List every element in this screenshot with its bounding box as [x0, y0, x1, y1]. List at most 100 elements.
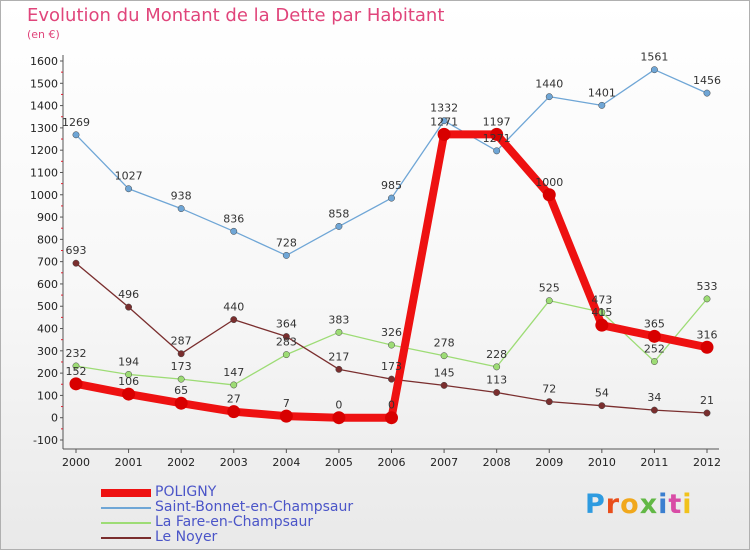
chart-title: Evolution du Montant de la Dette par Hab… — [27, 5, 445, 26]
data-point-la-fare-en-champsaur — [545, 297, 553, 305]
data-point-la-fare-en-champsaur — [703, 295, 711, 303]
data-point-la-fare-en-champsaur — [650, 358, 658, 365]
data-point-poligny — [385, 411, 398, 425]
x-tick-label: 2008 — [483, 456, 511, 469]
y-tick-label: 1100 — [30, 166, 58, 179]
data-label-saint-bonnet-en-champsaur: 1456 — [693, 74, 721, 87]
data-point-le-noyer — [230, 316, 238, 324]
y-tick-label: 1500 — [30, 77, 58, 90]
y-tick-label: 1200 — [30, 144, 58, 157]
data-point-saint-bonnet-en-champsaur — [388, 194, 395, 202]
data-point-le-noyer — [177, 350, 185, 358]
data-label-poligny: 0 — [335, 399, 342, 412]
data-label-poligny: 152 — [66, 365, 87, 378]
data-point-la-fare-en-champsaur — [230, 381, 238, 389]
x-tick-label: 2002 — [167, 456, 195, 469]
data-label-saint-bonnet-en-champsaur: 836 — [223, 212, 244, 225]
data-label-saint-bonnet-en-champsaur: 1332 — [430, 102, 458, 115]
data-point-le-noyer — [703, 409, 711, 417]
x-tick-label: 2010 — [588, 456, 616, 469]
data-point-saint-bonnet-en-champsaur — [598, 101, 606, 109]
data-label-la-fare-en-champsaur: 533 — [697, 280, 718, 293]
x-tick-label: 2003 — [220, 456, 248, 469]
data-point-saint-bonnet-en-champsaur — [545, 93, 553, 101]
data-label-saint-bonnet-en-champsaur: 1561 — [640, 51, 668, 64]
y-tick-label: -100 — [33, 434, 58, 447]
data-label-le-noyer: 113 — [486, 374, 507, 387]
data-point-saint-bonnet-en-champsaur — [72, 131, 80, 139]
legend-label: La Fare-en-Champsaur — [155, 514, 314, 530]
data-label-la-fare-en-champsaur: 147 — [223, 366, 244, 379]
data-label-poligny: 106 — [118, 375, 139, 388]
y-tick-label: 200 — [37, 367, 58, 380]
data-point-poligny — [279, 409, 293, 423]
data-label-poligny: 27 — [227, 393, 241, 406]
y-tick-label: 100 — [37, 389, 58, 402]
data-point-poligny — [437, 127, 451, 141]
legend-swatch — [101, 489, 151, 497]
y-tick-label: 600 — [37, 278, 58, 291]
y-tick-label: 0 — [51, 412, 58, 425]
data-label-le-noyer: 145 — [434, 366, 455, 379]
data-label-la-fare-en-champsaur: 473 — [591, 293, 612, 306]
data-label-le-noyer: 34 — [647, 391, 661, 404]
data-label-saint-bonnet-en-champsaur: 938 — [171, 190, 192, 203]
data-label-le-noyer: 21 — [700, 394, 714, 407]
data-label-saint-bonnet-en-champsaur: 858 — [328, 207, 349, 220]
data-point-la-fare-en-champsaur — [440, 352, 448, 360]
y-tick-label: 1300 — [30, 122, 58, 135]
y-tick-label: 500 — [37, 300, 58, 313]
data-point-le-noyer — [545, 398, 553, 406]
data-point-poligny — [332, 411, 346, 425]
data-label-le-noyer: 72 — [542, 383, 556, 396]
data-label-poligny: 316 — [697, 328, 718, 341]
data-point-poligny — [227, 405, 241, 419]
data-label-la-fare-en-champsaur: 252 — [644, 343, 665, 356]
series-points — [69, 66, 714, 425]
data-point-poligny — [69, 377, 83, 391]
data-point-saint-bonnet-en-champsaur — [440, 117, 448, 125]
data-point-poligny — [122, 387, 136, 401]
data-label-le-noyer: 693 — [66, 244, 87, 257]
data-point-la-fare-en-champsaur — [388, 341, 395, 349]
x-tick-label: 2009 — [535, 456, 563, 469]
data-point-le-noyer — [440, 381, 448, 389]
data-label-saint-bonnet-en-champsaur: 1440 — [535, 78, 563, 91]
x-tick-label: 2005 — [325, 456, 353, 469]
data-label-la-fare-en-champsaur: 228 — [486, 348, 507, 361]
series-line-poligny — [72, 130, 711, 422]
data-point-la-fare-en-champsaur — [177, 375, 185, 383]
data-point-saint-bonnet-en-champsaur — [177, 205, 185, 213]
data-label-la-fare-en-champsaur: 173 — [171, 360, 192, 373]
y-tick-label: 400 — [37, 323, 58, 336]
data-point-saint-bonnet-en-champsaur — [230, 227, 238, 235]
y-tick-label: 900 — [37, 211, 58, 224]
data-point-poligny — [490, 127, 504, 141]
data-label-saint-bonnet-en-champsaur: 985 — [381, 179, 402, 192]
data-label-la-fare-en-champsaur: 283 — [276, 336, 297, 349]
data-point-saint-bonnet-en-champsaur — [335, 222, 343, 230]
data-point-poligny — [647, 329, 661, 343]
data-label-saint-bonnet-en-champsaur: 1401 — [588, 86, 616, 99]
data-label-poligny: 7 — [283, 397, 290, 410]
data-label-poligny: 365 — [644, 317, 665, 330]
data-label-poligny: 1271 — [430, 115, 458, 128]
y-tick-label: 1400 — [30, 100, 58, 113]
chart-unit: (en €) — [27, 28, 60, 41]
y-tick-label: 1600 — [30, 55, 58, 68]
legend-label: Saint-Bonnet-en-Champsaur — [155, 499, 354, 515]
legend-label: POLIGNY — [155, 484, 217, 500]
data-point-la-fare-en-champsaur — [335, 328, 343, 336]
data-point-saint-bonnet-en-champsaur — [125, 185, 133, 193]
x-tick-label: 2011 — [640, 456, 668, 469]
data-point-poligny — [174, 396, 188, 410]
data-point-la-fare-en-champsaur — [598, 308, 606, 316]
data-label-la-fare-en-champsaur: 383 — [328, 313, 349, 326]
data-label-saint-bonnet-en-champsaur: 728 — [276, 236, 297, 249]
data-label-la-fare-en-champsaur: 232 — [66, 347, 87, 360]
data-labels: 152 106 65 27 7 0 0 1271 1197 1000 415 365 316 1269 10… — [62, 51, 721, 412]
data-point-le-noyer — [72, 259, 80, 267]
data-label-le-noyer: 496 — [118, 288, 139, 301]
